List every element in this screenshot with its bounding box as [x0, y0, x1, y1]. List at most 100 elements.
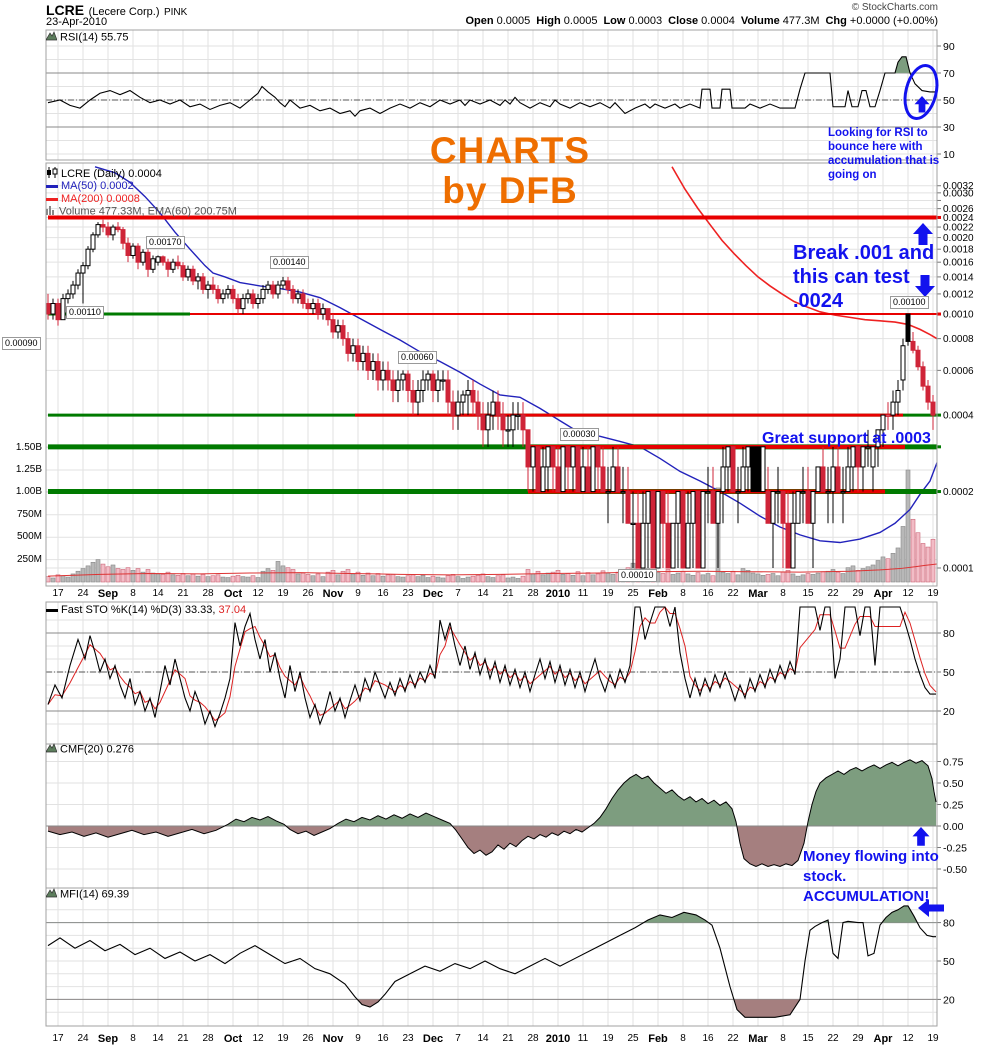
volume-bar — [845, 567, 851, 583]
volume-bar — [290, 569, 296, 583]
candles — [45, 219, 936, 569]
volume-bar — [430, 575, 436, 583]
up-arrow-annotation — [913, 223, 933, 245]
price-axis-label: 0.0006 — [943, 366, 974, 377]
date-axis-label: Apr — [873, 588, 893, 600]
volume-bar — [200, 574, 206, 583]
candle-body — [805, 491, 811, 524]
candle-body — [460, 394, 466, 403]
candle-body — [585, 466, 591, 493]
volume-bar — [125, 567, 131, 583]
candle-body — [595, 446, 601, 468]
volume-bar — [495, 575, 501, 583]
price-axis-label: 0.0024 — [943, 213, 974, 224]
down-arrow-annotation — [915, 275, 935, 297]
candle-body — [695, 491, 701, 569]
volume-bar — [590, 574, 596, 583]
sto-panel: 80 50 20 — [46, 602, 955, 744]
candle-body — [835, 466, 841, 493]
volume-bar — [85, 565, 91, 583]
rsi-legend: RSI(14) 55.75 — [45, 31, 128, 44]
volume-legend: Volume 477.33M, EMA(60) 200.75M — [46, 205, 237, 218]
date-axis-label: 29 — [852, 1033, 864, 1044]
candle-body — [830, 466, 836, 493]
price-axis-label: 0.0030 — [943, 188, 974, 199]
mfi-legend-label: MFI(14) 69.39 — [60, 888, 130, 901]
volume-bar — [345, 569, 351, 583]
date-axis-label: Feb — [648, 588, 668, 600]
candle-body — [305, 303, 311, 310]
candle-body — [65, 293, 71, 300]
date-axis-label: Feb — [648, 1033, 668, 1045]
volume-bar — [145, 569, 151, 583]
s​to-legend: Fast STO %K(14) %D(3) 33.33, 37.04 — [46, 604, 246, 616]
cmf-axis-label: 0.75 — [943, 757, 964, 769]
cmf-axis-label: 0.50 — [943, 778, 964, 790]
cmf-axis-label: -0.50 — [943, 864, 967, 876]
candle-body — [715, 491, 721, 524]
volume-bar — [530, 573, 536, 583]
date-axis-label: 16 — [702, 588, 714, 599]
candle-body — [425, 373, 431, 381]
date-axis-label: 2010 — [545, 588, 571, 600]
date-axis-label: 23 — [402, 588, 414, 599]
volume-bar — [425, 577, 431, 583]
volume-bar — [875, 560, 881, 583]
price-axis-label: 0.0012 — [943, 289, 974, 300]
volume-bar — [870, 564, 876, 583]
volume-bar — [865, 566, 871, 583]
left-arrow-annotation — [918, 899, 944, 917]
mfi-panel: 80 50 20 — [46, 888, 955, 1026]
candle-body — [590, 446, 596, 493]
volume-bar — [330, 570, 336, 583]
date-axis-label: 26 — [302, 1033, 314, 1044]
up-arrow-annotation — [912, 827, 930, 846]
volume-bar — [300, 572, 306, 583]
volume-bar — [420, 574, 426, 583]
volume-bar — [170, 574, 176, 583]
volume-bar — [195, 575, 201, 583]
price-callout-label: 0.00060 — [398, 351, 437, 364]
candle-body — [190, 268, 196, 282]
date-axis-label: 9 — [355, 1033, 361, 1044]
volume-bar — [705, 573, 711, 583]
volume-bar — [365, 572, 371, 583]
volume-axis-label: 1.00B — [15, 486, 42, 498]
candle-body — [490, 401, 496, 416]
date-axis-label: 17 — [52, 1033, 64, 1044]
price-axis-label: 0.0016 — [943, 258, 974, 269]
candle-body — [395, 379, 401, 391]
candle-body — [760, 446, 766, 493]
candle-body — [860, 446, 866, 468]
candle-body — [655, 491, 661, 569]
quote-field-label: Open — [465, 15, 494, 27]
quote-field-value: 0.0003 — [625, 15, 663, 27]
volume-bar — [270, 570, 276, 583]
candle-body — [650, 491, 656, 569]
date-axis-label: 19 — [602, 588, 614, 599]
date-axis-label: 21 — [177, 1033, 189, 1044]
date-axis-label: Oct — [223, 588, 243, 600]
ma50-line — [94, 166, 938, 544]
volume-bar — [480, 573, 486, 583]
candle-body — [350, 345, 356, 354]
candle-body — [160, 256, 166, 263]
candle-body — [245, 293, 251, 300]
volume-bar — [700, 574, 706, 583]
volume-bar — [320, 576, 326, 583]
candle-body — [290, 288, 296, 300]
candle-body — [250, 293, 256, 305]
volume-bar — [680, 570, 686, 583]
mfi-legend: MFI(14) 69.39 — [45, 888, 130, 901]
date-axis-label: 21 — [502, 1033, 514, 1044]
volume-bar — [775, 575, 781, 583]
candle-body — [625, 491, 631, 524]
candle-body — [575, 446, 581, 493]
candle-body — [255, 298, 261, 305]
candle-body — [825, 491, 831, 494]
ma200-line — [671, 166, 938, 340]
candle-body — [115, 226, 121, 231]
price-legend-symbol-label: LCRE (Daily) 0.0004 — [61, 167, 162, 180]
ticker-symbol: LCRE — [46, 2, 85, 18]
sto-d-line — [47, 606, 937, 722]
